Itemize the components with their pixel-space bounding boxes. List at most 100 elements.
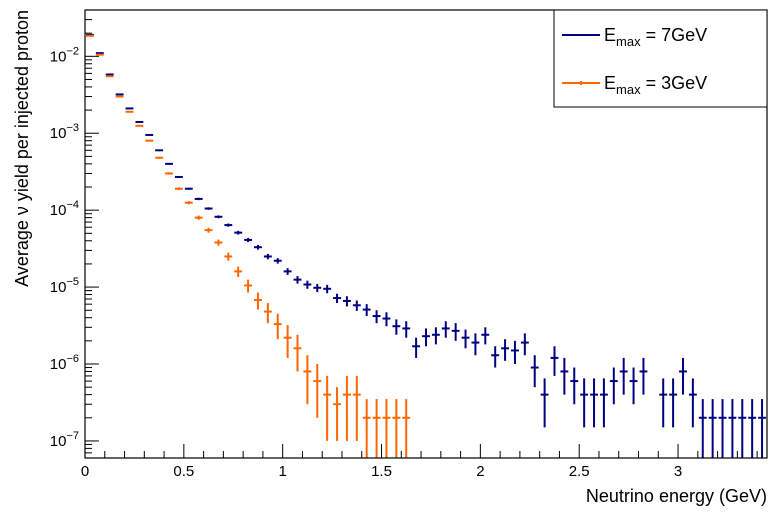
data-point xyxy=(234,266,243,278)
y-tick-label: 10−7 xyxy=(50,430,79,450)
y-tick-label: 10−2 xyxy=(50,45,79,65)
data-point xyxy=(273,313,282,340)
data-point xyxy=(293,334,302,372)
data-point xyxy=(125,110,134,113)
data-point xyxy=(402,399,411,458)
data-point xyxy=(520,333,529,356)
data-point xyxy=(372,310,381,324)
data-point xyxy=(560,357,569,395)
data-point xyxy=(214,215,223,219)
data-point xyxy=(639,357,648,395)
data-point xyxy=(174,175,183,178)
data-point xyxy=(224,252,233,261)
data-point xyxy=(333,387,341,441)
legend-entry: Emax = 3GeV xyxy=(562,73,707,97)
data-point xyxy=(451,323,460,341)
data-point xyxy=(501,339,510,361)
x-tick-label: 1 xyxy=(279,463,287,480)
data-point xyxy=(135,120,144,123)
data-point xyxy=(293,276,302,284)
data-point xyxy=(194,197,203,201)
data-point xyxy=(481,327,490,345)
data-point xyxy=(145,139,154,142)
data-point xyxy=(362,304,371,317)
data-point xyxy=(95,53,104,56)
data-point xyxy=(244,279,253,293)
data-point xyxy=(352,300,361,311)
data-point xyxy=(679,357,687,395)
data-point xyxy=(362,399,371,458)
data-point xyxy=(303,355,312,405)
data-point xyxy=(758,399,766,458)
x-tick-label: 2 xyxy=(476,463,484,480)
legend-label: Emax = 3GeV xyxy=(604,73,707,97)
data-point xyxy=(234,230,243,235)
data-point xyxy=(115,93,124,96)
series-1 xyxy=(86,34,411,458)
data-point xyxy=(540,378,549,428)
data-point xyxy=(392,319,401,335)
data-point xyxy=(728,399,737,458)
data-point xyxy=(422,328,430,347)
data-point xyxy=(125,107,134,110)
data-point xyxy=(254,292,262,310)
data-point xyxy=(165,172,173,175)
legend-label: Emax = 7GeV xyxy=(604,25,707,49)
data-point xyxy=(214,239,223,246)
data-point xyxy=(263,303,272,324)
data-point xyxy=(283,325,292,358)
data-point xyxy=(263,253,272,260)
data-point xyxy=(194,215,203,220)
data-point xyxy=(382,312,391,327)
data-point xyxy=(184,187,193,190)
data-point xyxy=(313,364,322,418)
data-point xyxy=(669,378,678,428)
x-tick-label: 3 xyxy=(674,463,682,480)
y-tick-label: 10−4 xyxy=(50,199,79,219)
data-point xyxy=(412,337,421,358)
legend-box xyxy=(553,9,768,108)
data-point xyxy=(155,149,164,152)
y-axis-title: Average ν yield per injected proton xyxy=(12,10,32,287)
data-point xyxy=(570,367,579,405)
data-point xyxy=(550,346,559,376)
legend: Emax = 7GeV Emax = 3GeV xyxy=(553,9,768,108)
data-point xyxy=(105,75,114,78)
data-point xyxy=(323,375,332,441)
legend-entry: Emax = 7GeV xyxy=(562,25,707,49)
series-0 xyxy=(86,33,766,458)
data-point xyxy=(491,346,500,368)
plot-frame xyxy=(84,9,768,459)
axis-layer: 0 0.5 1 1.5 2 2.5 3 10−7 10−6 10−5 10−4 10−3 10−2 xyxy=(50,9,758,480)
data-point xyxy=(530,355,539,388)
data-point xyxy=(135,124,144,127)
data-point xyxy=(184,201,193,205)
data-point xyxy=(461,329,470,349)
data-point xyxy=(273,258,282,264)
data-point xyxy=(698,399,707,458)
data-point xyxy=(441,321,450,338)
data-point xyxy=(372,399,381,458)
data-point xyxy=(342,296,351,307)
data-point xyxy=(471,333,480,356)
y-tick-label: 10−6 xyxy=(50,353,79,373)
y-tick-label: 10−5 xyxy=(50,276,79,296)
data-point xyxy=(580,378,589,428)
data-point xyxy=(165,162,173,165)
data-point xyxy=(431,327,440,345)
data-point xyxy=(738,399,747,458)
data-point xyxy=(659,378,668,428)
x-axis-title: Neutrino energy (GeV) xyxy=(586,486,767,506)
data-point xyxy=(629,367,638,405)
x-tick-label: 0 xyxy=(81,463,89,480)
data-point xyxy=(145,133,154,136)
data-point xyxy=(511,340,519,365)
data-point xyxy=(105,73,114,76)
data-point xyxy=(244,237,253,243)
series-layer xyxy=(86,33,766,458)
data-point xyxy=(708,399,717,458)
data-point xyxy=(303,280,312,289)
data-point xyxy=(204,227,213,233)
data-point xyxy=(254,244,262,250)
x-tick-label: 1.5 xyxy=(371,463,392,480)
